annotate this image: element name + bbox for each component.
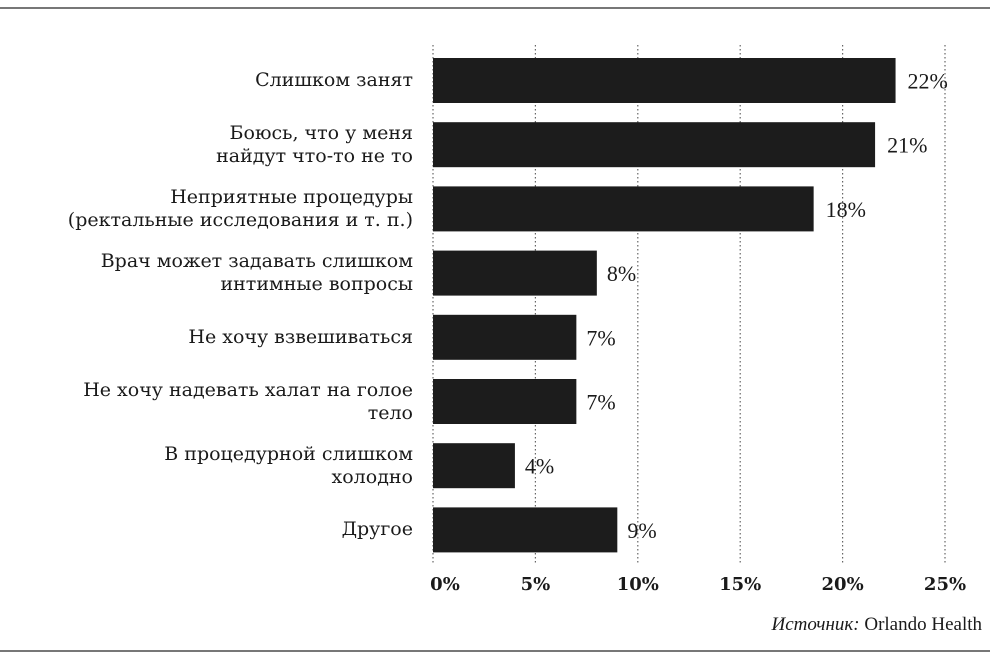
bar	[433, 186, 814, 232]
x-tick-label: 20%	[822, 574, 864, 595]
bar	[433, 443, 515, 489]
bar	[433, 507, 618, 553]
source-label: Источник:	[771, 614, 860, 635]
x-tick-label: 15%	[719, 574, 761, 595]
bar	[433, 250, 597, 296]
category-label: В процедурной слишком холодно	[164, 442, 413, 488]
bottom-rule	[0, 650, 990, 652]
category-label: Другое	[341, 518, 413, 541]
data-label: 18%	[826, 197, 866, 222]
source-name: Orlando Health	[864, 614, 982, 635]
data-label: 21%	[887, 133, 927, 158]
category-label: Слишком занят	[255, 69, 413, 91]
data-label: 7%	[586, 325, 615, 350]
data-label: 8%	[607, 261, 636, 286]
top-rule	[0, 7, 990, 9]
data-label: 9%	[627, 518, 656, 543]
category-label: Не хочу взвешиваться	[188, 325, 413, 348]
category-label: Врач может задавать слишком интимные воп…	[100, 250, 413, 296]
x-tick-label: 0%	[430, 574, 460, 595]
bar	[433, 58, 896, 103]
category-label: Боюсь, что у меня найдут что-то не то	[216, 121, 413, 167]
data-label: 4%	[525, 454, 554, 479]
data-label: 7%	[586, 390, 615, 415]
category-label: Не хочу надевать халат на голое тело	[83, 378, 413, 424]
bar	[433, 122, 876, 168]
bar	[433, 379, 577, 424]
x-tick-label: 5%	[521, 574, 551, 595]
x-tick-label: 10%	[617, 574, 659, 595]
bar	[433, 314, 577, 360]
source-note: Источник: Orlando Health	[772, 614, 983, 636]
category-label: Неприятные процедуры (ректальные исследо…	[67, 185, 413, 231]
x-tick-label: 25%	[924, 574, 966, 595]
data-label: 22%	[908, 69, 948, 94]
